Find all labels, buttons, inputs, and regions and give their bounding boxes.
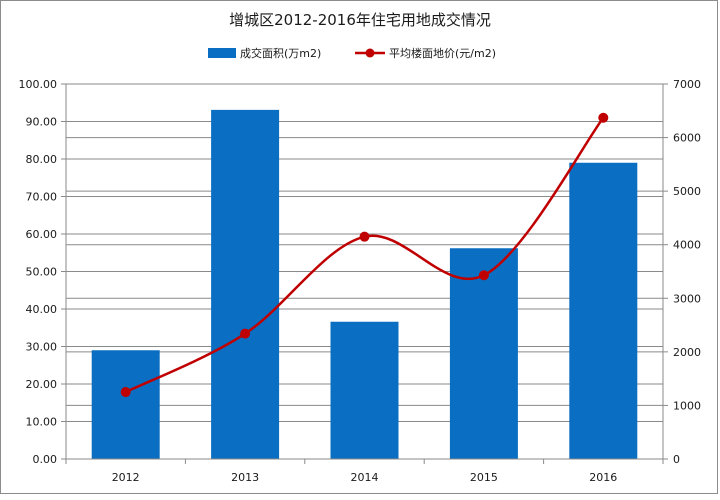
- y-left-tick-label: 20.00: [26, 378, 58, 391]
- chart-title: 增城区2012-2016年住宅用地成交情况: [229, 11, 491, 29]
- y-right-tick-label: 6000: [673, 132, 701, 145]
- line-point-2016: [598, 112, 609, 123]
- bar-2012: [91, 350, 160, 459]
- y-right-tick-label: 3000: [673, 292, 701, 305]
- y-left-tick-label: 70.00: [26, 191, 58, 204]
- bar-2015: [449, 248, 518, 459]
- line-point-2014: [359, 231, 370, 242]
- axes: 0.00 10.00 20.00 30.00 40.00 50.00 60.00 70.00 8…: [19, 78, 702, 484]
- x-tick-label: 2015: [470, 471, 498, 484]
- y-left-tick-label: 80.00: [26, 153, 58, 166]
- y-left-tick-label: 10.00: [26, 416, 58, 429]
- bar-2016: [569, 162, 638, 459]
- line-point-2012: [120, 387, 131, 398]
- y-left-tick-label: 90.00: [26, 116, 58, 129]
- bar-series: [91, 109, 638, 459]
- y-right-tick-label: 2000: [673, 346, 701, 359]
- legend-label-bar: 成交面积(万m2): [240, 46, 321, 60]
- bar-2013: [211, 109, 280, 459]
- legend: 成交面积(万m2) 平均楼面地价(元/m2): [208, 46, 496, 60]
- x-tick-label: 2014: [351, 471, 379, 484]
- y-right-tick-label: 5000: [673, 185, 701, 198]
- y-right-tick-label: 0: [673, 453, 680, 466]
- y-left-tick-label: 50.00: [26, 266, 58, 279]
- x-tick-label: 2013: [231, 471, 259, 484]
- x-tick-label: 2012: [112, 471, 140, 484]
- y-left-tick-label: 0.00: [33, 453, 58, 466]
- legend-label-line: 平均楼面地价(元/m2): [389, 46, 496, 60]
- y-right-tick-label: 7000: [673, 78, 701, 91]
- y-right-tick-label: 4000: [673, 239, 701, 252]
- y-right-tick-label: 1000: [673, 399, 701, 412]
- y-left-tick-label: 40.00: [26, 303, 58, 316]
- line-point-2013: [240, 328, 251, 339]
- y-left-tick-label: 30.00: [26, 341, 58, 354]
- x-tick-label: 2016: [589, 471, 617, 484]
- line-series: [120, 112, 609, 398]
- legend-swatch-bar: [208, 48, 236, 58]
- y-left-tick-label: 60.00: [26, 228, 58, 241]
- line-point-2015: [478, 270, 489, 281]
- y-left-tick-label: 100.00: [19, 78, 58, 91]
- bar-2014: [330, 321, 399, 459]
- legend-swatch-marker: [365, 48, 375, 58]
